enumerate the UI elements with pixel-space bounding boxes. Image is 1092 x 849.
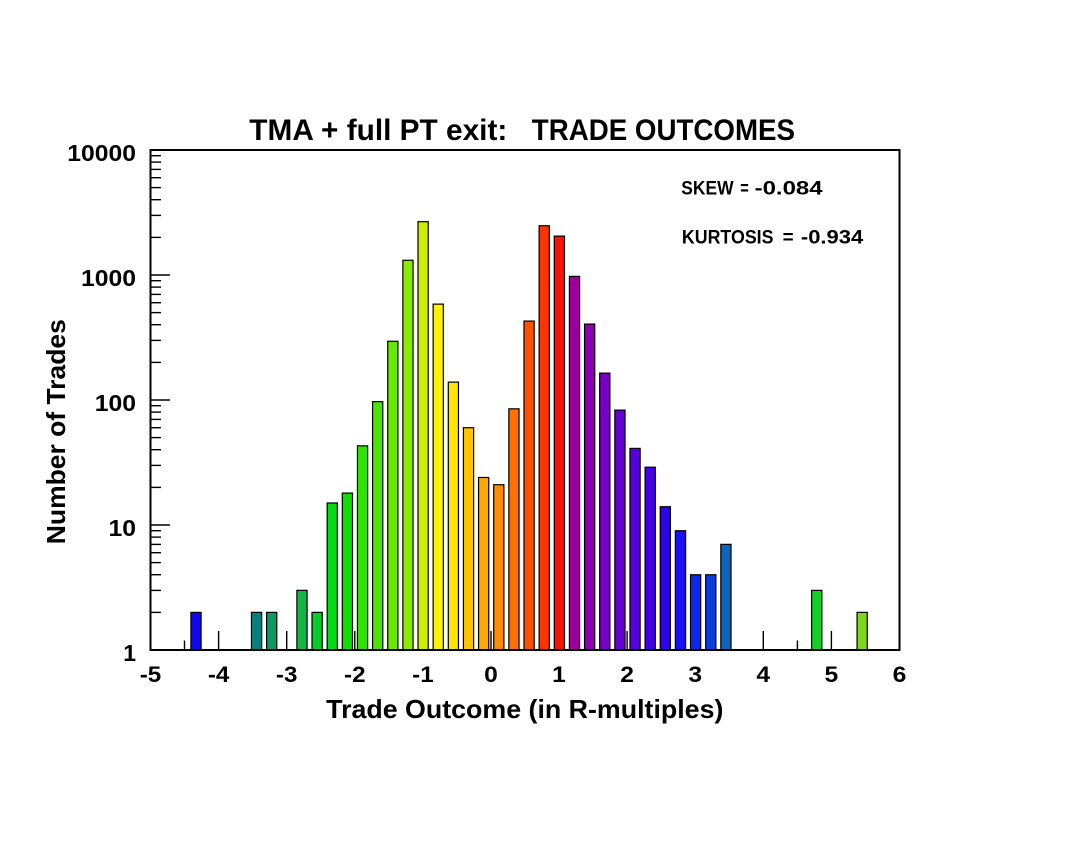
svg-text:2: 2 bbox=[620, 662, 634, 687]
svg-text:-0.934: -0.934 bbox=[801, 226, 863, 248]
svg-text:-2: -2 bbox=[344, 662, 366, 687]
svg-text:4: 4 bbox=[756, 662, 771, 687]
svg-text:5: 5 bbox=[825, 662, 839, 687]
svg-text:1: 1 bbox=[552, 662, 566, 687]
svg-text:-1: -1 bbox=[412, 662, 434, 687]
svg-text:TMA + full PT exit:: TMA + full PT exit: bbox=[249, 114, 507, 147]
svg-text:1: 1 bbox=[123, 640, 136, 666]
svg-text:6: 6 bbox=[893, 662, 907, 687]
svg-text:1000: 1000 bbox=[81, 265, 136, 291]
svg-text:-0.084: -0.084 bbox=[755, 178, 823, 200]
svg-text:TRADE OUTCOMES: TRADE OUTCOMES bbox=[532, 114, 795, 147]
svg-text:10: 10 bbox=[109, 515, 137, 541]
svg-text:=: = bbox=[740, 178, 749, 200]
svg-text:3: 3 bbox=[688, 662, 702, 687]
svg-text:-4: -4 bbox=[208, 662, 230, 687]
svg-text:100: 100 bbox=[95, 390, 136, 416]
svg-text:SKEW: SKEW bbox=[681, 178, 734, 200]
svg-text:-3: -3 bbox=[276, 662, 298, 687]
svg-text:-5: -5 bbox=[140, 662, 162, 687]
svg-text:=: = bbox=[783, 226, 794, 248]
svg-text:Number of Trades: Number of Trades bbox=[41, 319, 71, 544]
svg-text:KURTOSIS: KURTOSIS bbox=[682, 226, 774, 248]
svg-text:Trade Outcome (in R-multiples): Trade Outcome (in R-multiples) bbox=[326, 694, 723, 724]
svg-text:10000: 10000 bbox=[67, 140, 136, 166]
svg-text:0: 0 bbox=[484, 662, 498, 687]
